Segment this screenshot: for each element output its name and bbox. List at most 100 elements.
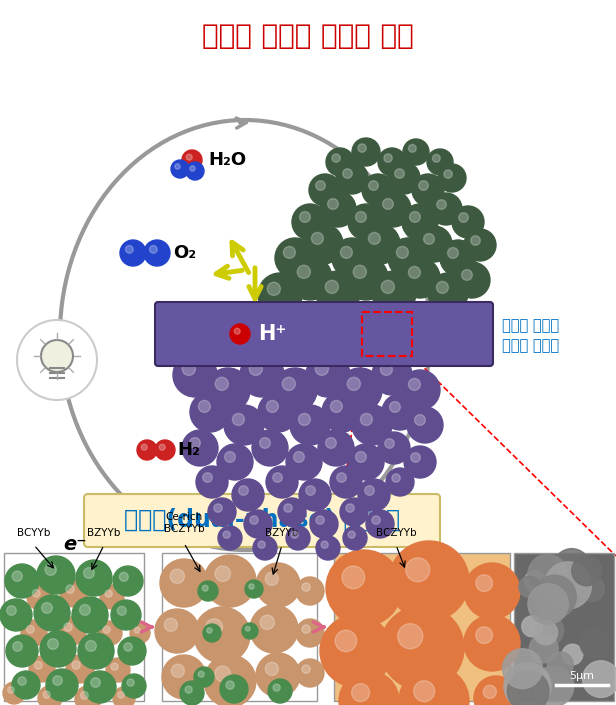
Circle shape <box>303 224 343 264</box>
Circle shape <box>336 162 368 194</box>
Circle shape <box>266 400 278 412</box>
Circle shape <box>267 282 280 295</box>
Circle shape <box>286 526 310 550</box>
Circle shape <box>27 584 53 610</box>
Circle shape <box>381 363 392 375</box>
Circle shape <box>207 627 212 633</box>
Circle shape <box>173 353 217 397</box>
Bar <box>4 553 144 701</box>
Circle shape <box>403 139 429 165</box>
Circle shape <box>144 240 170 266</box>
Circle shape <box>580 577 604 601</box>
Circle shape <box>395 168 404 178</box>
Circle shape <box>292 204 328 240</box>
Circle shape <box>38 686 62 705</box>
Circle shape <box>378 432 410 464</box>
Circle shape <box>368 233 381 245</box>
Bar <box>334 553 510 701</box>
Circle shape <box>476 627 493 644</box>
Circle shape <box>240 353 284 397</box>
Circle shape <box>194 607 250 663</box>
Circle shape <box>198 581 218 601</box>
Circle shape <box>215 666 230 682</box>
Circle shape <box>72 597 108 633</box>
Circle shape <box>29 656 55 682</box>
Circle shape <box>66 585 75 594</box>
Circle shape <box>388 238 428 278</box>
Text: 이중상(dual-phase) 반응소결: 이중상(dual-phase) 반응소결 <box>124 508 400 532</box>
Circle shape <box>203 473 213 482</box>
Circle shape <box>100 585 124 609</box>
Circle shape <box>406 558 430 582</box>
Circle shape <box>389 402 400 412</box>
Circle shape <box>430 193 462 225</box>
Circle shape <box>118 692 124 698</box>
Circle shape <box>400 370 440 410</box>
Circle shape <box>448 247 458 258</box>
Circle shape <box>326 550 402 626</box>
FancyBboxPatch shape <box>155 302 493 366</box>
Circle shape <box>190 166 195 171</box>
Circle shape <box>414 681 435 701</box>
Circle shape <box>215 566 230 582</box>
Circle shape <box>266 466 298 498</box>
Circle shape <box>81 692 88 699</box>
Circle shape <box>386 468 414 496</box>
Bar <box>362 312 412 356</box>
Circle shape <box>553 548 590 586</box>
Circle shape <box>120 572 128 582</box>
Circle shape <box>302 583 310 591</box>
Circle shape <box>249 584 254 589</box>
Circle shape <box>217 444 253 480</box>
Circle shape <box>13 642 22 651</box>
Circle shape <box>218 526 242 550</box>
Circle shape <box>278 498 306 526</box>
Circle shape <box>58 617 86 645</box>
Circle shape <box>273 473 282 482</box>
Circle shape <box>316 180 325 190</box>
Bar <box>514 553 614 701</box>
Circle shape <box>258 541 265 548</box>
Text: BCYYb: BCYYb <box>17 528 51 538</box>
Circle shape <box>326 438 336 448</box>
Circle shape <box>6 635 38 667</box>
Text: H₂O: H₂O <box>208 151 246 169</box>
Circle shape <box>118 637 146 665</box>
Circle shape <box>508 670 549 705</box>
Circle shape <box>75 686 101 705</box>
Circle shape <box>559 565 588 594</box>
Circle shape <box>76 560 112 596</box>
Circle shape <box>358 479 390 511</box>
Circle shape <box>186 162 204 180</box>
Circle shape <box>427 149 453 175</box>
Circle shape <box>204 555 256 607</box>
Text: H₂: H₂ <box>177 441 200 459</box>
Text: 프로톤 전도성
세라믹 전해질: 프로톤 전도성 세라믹 전해질 <box>502 318 559 352</box>
Circle shape <box>365 486 375 496</box>
Circle shape <box>258 273 302 317</box>
Circle shape <box>290 405 330 445</box>
Circle shape <box>355 452 367 462</box>
Circle shape <box>47 639 59 649</box>
Circle shape <box>362 174 394 206</box>
Circle shape <box>41 603 52 613</box>
Circle shape <box>182 150 202 170</box>
Circle shape <box>360 224 400 264</box>
Circle shape <box>214 504 222 513</box>
Circle shape <box>343 526 367 550</box>
Circle shape <box>26 625 34 633</box>
Circle shape <box>416 226 452 262</box>
Circle shape <box>348 204 384 240</box>
Circle shape <box>41 340 73 372</box>
Circle shape <box>245 580 263 598</box>
Circle shape <box>275 238 315 278</box>
Circle shape <box>226 681 234 689</box>
Circle shape <box>366 510 394 538</box>
Circle shape <box>299 212 310 222</box>
Circle shape <box>437 200 447 209</box>
Circle shape <box>524 571 546 592</box>
Circle shape <box>296 619 324 647</box>
Circle shape <box>348 531 355 538</box>
Circle shape <box>328 199 338 209</box>
Circle shape <box>332 238 372 278</box>
